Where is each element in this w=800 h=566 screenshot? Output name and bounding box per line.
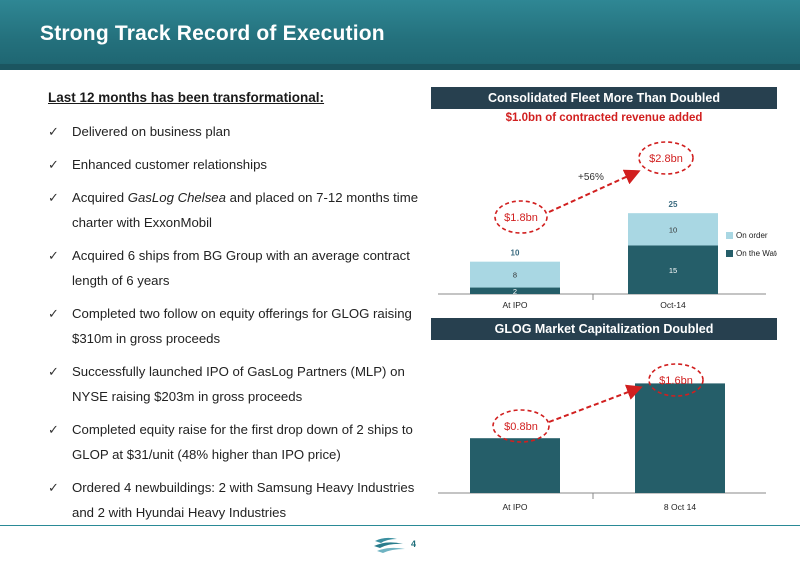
check-icon: ✓ [48, 157, 59, 172]
check-icon: ✓ [48, 480, 59, 495]
data-label: 15 [669, 266, 677, 275]
market-chart-title: GLOG Market Capitalization Doubled [431, 318, 777, 340]
x-tick-label: At IPO [502, 300, 527, 310]
callout-ring-right [648, 363, 704, 397]
legend-swatch [726, 250, 733, 257]
total-label: 10 [511, 249, 520, 258]
x-tick-label: At IPO [502, 502, 527, 512]
list-heading: Last 12 months has been transformational… [48, 90, 325, 105]
achievements-list: Last 12 months has been transformational… [48, 90, 428, 533]
page-title: Strong Track Record of Execution [40, 22, 385, 45]
callout-left: $0.8bn [504, 421, 538, 433]
check-icon: ✓ [48, 364, 59, 379]
list-item-text: Completed equity raise for the first dro… [72, 422, 413, 462]
data-label: 2 [513, 287, 517, 296]
x-tick-label: 8 Oct 14 [664, 502, 696, 512]
bar-segment [470, 287, 560, 294]
growth-arrow [548, 169, 641, 213]
fleet-chart-title: Consolidated Fleet More Than Doubled [431, 87, 777, 109]
callout-right: $2.8bn [649, 153, 683, 165]
bar [470, 438, 560, 493]
list-item: ✓ Delivered on business plan [48, 119, 428, 144]
header-bar: Strong Track Record of Execution [0, 0, 800, 70]
check-icon: ✓ [48, 124, 59, 139]
list-item-text: Ordered 4 newbuildings: 2 with Samsung H… [72, 480, 415, 520]
list-item: ✓ Successfully launched IPO of GasLog Pa… [48, 359, 428, 409]
callout-ring-left [492, 409, 550, 443]
list-item-text: Acquired 6 ships from BG Group with an a… [72, 248, 410, 288]
legend-label: On order [736, 231, 768, 240]
check-icon: ✓ [48, 248, 59, 263]
list-item-text: Delivered on business plan [72, 124, 231, 139]
bar-segment [628, 245, 718, 294]
legend-label: On the Water [736, 249, 777, 258]
callout-left: $1.8bn [504, 212, 538, 224]
fleet-chart: 2 8 10 At IPO 15 10 25 Oct-14 +56% $1.8bn $2.8b… [438, 141, 777, 310]
list-item-text: Acquired GasLog Chelsea and placed on 7-… [72, 190, 418, 230]
market-chart: At IPO 8 Oct 14 $0.8bn $1.6bn [438, 363, 766, 512]
legend-swatch [726, 232, 733, 239]
vessel-name: GasLog Chelsea [127, 190, 226, 205]
bar-segment [470, 261, 560, 288]
list-item-text-pre: Acquired [72, 190, 128, 205]
list-item: ✓ Acquired GasLog Chelsea and placed on … [48, 185, 428, 235]
check-icon: ✓ [48, 422, 59, 437]
callout-ring-right [638, 141, 694, 175]
data-label: 8 [513, 271, 517, 280]
company-logo [374, 537, 405, 553]
growth-label: +56% [578, 172, 604, 183]
total-label: 25 [669, 200, 678, 209]
callout-right: $1.6bn [659, 375, 693, 387]
x-tick-label: Oct-14 [660, 300, 686, 310]
list-item-text: Successfully launched IPO of GasLog Part… [72, 364, 405, 404]
footer-divider [0, 525, 800, 526]
list-item-text: Completed two follow on equity offerings… [72, 306, 412, 346]
list-item: ✓ Completed equity raise for the first d… [48, 417, 428, 467]
callout-ring-left [494, 200, 548, 234]
check-icon: ✓ [48, 306, 59, 321]
header-stripe [0, 64, 800, 70]
bar-segment [628, 213, 718, 246]
page-number: 4 [411, 539, 417, 549]
list-item: ✓ Completed two follow on equity offerin… [48, 301, 428, 351]
list-item: ✓ Ordered 4 newbuildings: 2 with Samsung… [48, 475, 428, 525]
data-label: 10 [669, 225, 677, 234]
bar [635, 383, 725, 493]
growth-arrow [548, 384, 643, 423]
list-item-text-post: and placed on 7-12 months time charter w… [72, 190, 419, 230]
list-item: ✓ Enhanced customer relationships [48, 152, 428, 177]
list-item-text: Enhanced customer relationships [72, 157, 267, 172]
list-item: ✓ Acquired 6 ships from BG Group with an… [48, 243, 428, 293]
fleet-chart-subtitle: $1.0bn of contracted revenue added [505, 112, 703, 124]
check-icon: ✓ [48, 190, 59, 205]
